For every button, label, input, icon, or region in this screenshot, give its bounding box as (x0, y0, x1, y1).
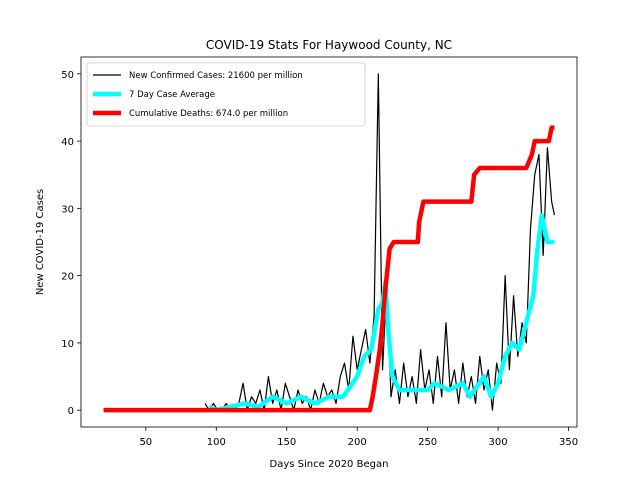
x-tick-label: 100 (207, 437, 226, 448)
x-tick-label: 150 (277, 437, 296, 448)
plot-frame (80, 56, 578, 428)
legend: New Confirmed Cases: 21600 per million 7 … (86, 62, 366, 127)
y-tick-label: 0 (68, 406, 74, 417)
y-tick-label: 20 (61, 272, 74, 283)
y-axis-label: New COVID-19 Cases (35, 189, 46, 295)
y-tick-label: 30 (61, 204, 74, 215)
x-tick-label: 350 (559, 437, 578, 448)
x-tick-label: 200 (348, 437, 367, 448)
y-tick-label: 10 (61, 339, 74, 350)
chart-title: COVID-19 Stats For Haywood County, NC (206, 38, 452, 52)
y-tick-label: 40 (61, 137, 74, 148)
x-tick-label: 300 (489, 437, 508, 448)
x-axis-label: Days Since 2020 Began (270, 459, 389, 470)
legend-label: New Confirmed Cases: 21600 per million (129, 71, 303, 81)
series-line (204, 73, 556, 411)
x-tick-label: 250 (418, 437, 437, 448)
series-line (208, 212, 555, 413)
legend-label: 7 Day Case Average (129, 90, 215, 100)
series-line (103, 125, 555, 413)
legend-box (86, 62, 366, 127)
y-tick-label: 50 (61, 70, 74, 81)
legend-label: Cumulative Deaths: 674.0 per million (129, 109, 288, 119)
x-tick-label: 50 (139, 437, 152, 448)
